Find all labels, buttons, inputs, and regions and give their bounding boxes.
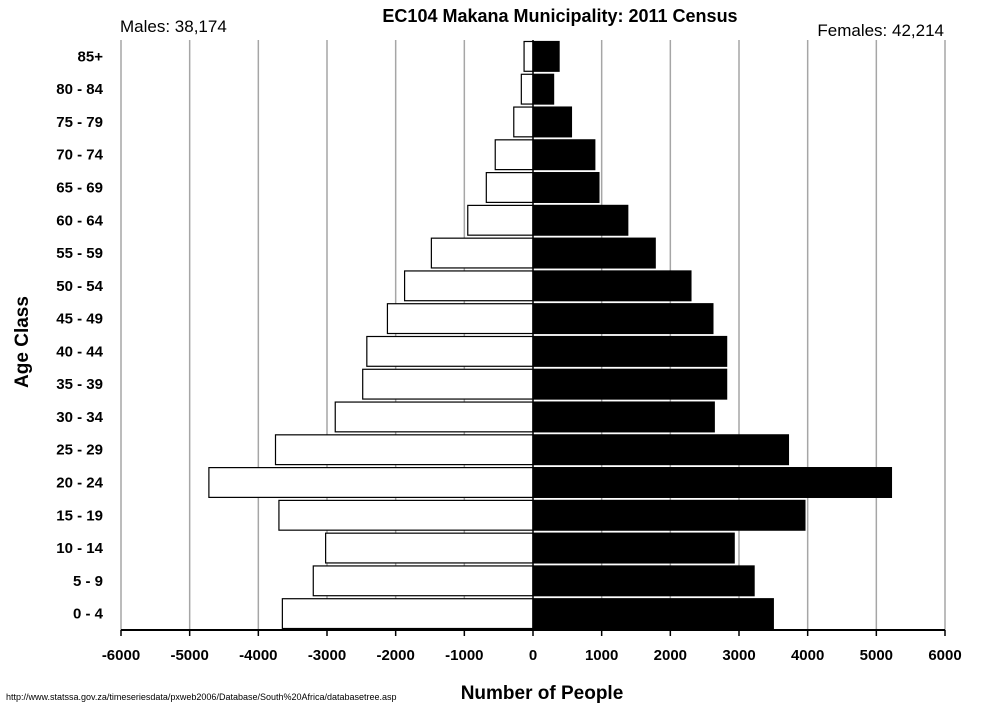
x-tick-label: 0 [529,647,537,664]
female-bar-17 [532,40,560,72]
x-axis: -6000 -5000 -4000 -3000 -2000 -1000 0 1000 2000 3… [102,40,962,664]
female-bar-10 [532,270,692,302]
male-bar-14 [494,139,534,171]
age-class-label: 80 - 84 [56,81,103,98]
age-class-label: 25 - 29 [56,442,103,459]
age-class-label: 20 - 24 [56,475,103,492]
age-class-label: 50 - 54 [56,278,103,295]
x-tick-label: -4000 [239,647,277,664]
female-bar-8 [532,335,728,367]
x-tick-label: 2000 [654,647,687,664]
male-bar-13 [485,172,534,203]
x-tick-label: 4000 [791,647,824,664]
y-axis-categories: 0 - 4 5 - 9 10 - 14 15 - 19 20 - 24 25 - 29 30… [56,48,103,622]
chart-title: EC104 Makana Municipality: 2011 Census [382,6,737,26]
age-class-label: 40 - 44 [56,343,103,360]
female-bar-9 [532,303,714,335]
male-bar-8 [366,335,534,367]
age-class-label: 10 - 14 [56,540,103,557]
female-bar-0 [532,598,774,630]
females-total-label: Females: 42,214 [817,21,944,40]
female-bar-16 [532,73,555,105]
male-bar-7 [362,368,534,400]
male-bar-3 [278,499,534,531]
female-bar-4 [532,467,893,498]
female-bar-1 [532,565,755,597]
x-tick-label: 6000 [928,647,961,664]
x-tick-label: -3000 [308,647,346,664]
female-bar-5 [532,434,790,466]
x-axis-label: Number of People [461,683,624,704]
source-url: http://www.statssa.gov.za/timeseriesdata… [6,692,397,702]
male-bar-12 [467,204,534,236]
x-tick-label: 3000 [722,647,755,664]
y-axis-label: Age Class [12,296,33,388]
x-tick-label: -1000 [445,647,483,664]
age-class-label: 60 - 64 [56,212,103,229]
male-bar-15 [513,106,534,138]
bars [208,40,893,630]
age-class-label: 30 - 34 [56,409,103,426]
age-class-label: 75 - 79 [56,114,103,131]
female-bar-14 [532,139,596,171]
age-class-label: 35 - 39 [56,376,103,393]
gridlines [120,40,946,630]
female-bar-2 [532,532,735,564]
male-bar-0 [281,598,534,630]
males-total-label: Males: 38,174 [120,17,227,36]
female-bar-11 [532,237,656,269]
x-tick-label: 1000 [585,647,618,664]
x-tick-label: -5000 [170,647,208,664]
male-bar-11 [430,237,534,269]
x-tick-label: -6000 [102,647,140,664]
x-tick-label: -2000 [376,647,414,664]
male-bar-4 [208,467,534,498]
age-class-label: 85+ [78,48,104,65]
male-bar-16 [520,73,534,105]
male-bar-5 [274,434,534,466]
male-bar-9 [386,303,534,335]
age-class-label: 45 - 49 [56,311,103,328]
age-class-label: 0 - 4 [73,606,104,623]
female-bar-6 [532,401,715,433]
female-bar-15 [532,106,573,138]
x-tick-label: 5000 [860,647,893,664]
female-bar-3 [532,499,806,531]
male-bar-2 [325,532,534,564]
female-bar-13 [532,172,600,203]
female-bar-7 [532,368,728,400]
age-class-label: 15 - 19 [56,507,103,524]
male-bar-10 [403,270,534,302]
age-class-label: 5 - 9 [73,573,103,590]
male-bar-6 [334,401,534,433]
male-bar-1 [312,565,534,597]
age-class-label: 70 - 74 [56,147,103,164]
female-bar-12 [532,204,629,236]
male-bar-17 [523,40,534,72]
age-class-label: 55 - 59 [56,245,103,262]
age-class-label: 65 - 69 [56,180,103,197]
